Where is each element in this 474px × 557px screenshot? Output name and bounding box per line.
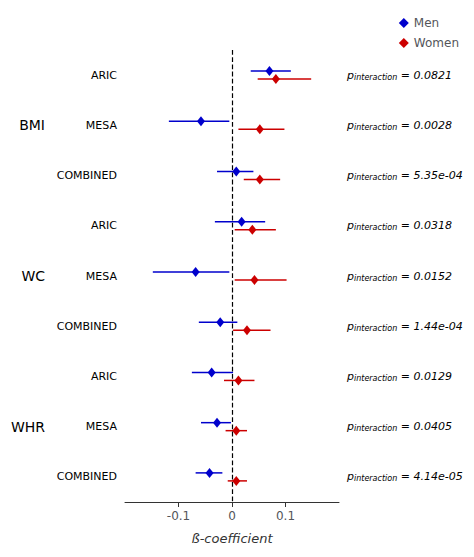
svg-text:= 4.14e-05: = 4.14e-05 [397,470,462,483]
svg-text:= 0.0821: = 0.0821 [397,69,452,82]
svg-text:= 0.0152: = 0.0152 [397,270,452,283]
svg-text:BMI: BMI [19,117,45,133]
svg-text:p: p [346,420,354,433]
svg-text:= 0.0405: = 0.0405 [397,420,452,433]
svg-text:interaction: interaction [354,223,397,232]
svg-text:COMBINED: COMBINED [57,470,117,483]
svg-text:p: p [346,270,354,283]
svg-text:p: p [346,119,354,132]
svg-text:WC: WC [21,268,45,284]
svg-text:interaction: interaction [354,424,397,433]
svg-text:ARIC: ARIC [91,370,117,383]
svg-text:COMBINED: COMBINED [57,169,117,182]
svg-text:interaction: interaction [354,173,397,182]
svg-text:= 1.44e-04: = 1.44e-04 [397,320,462,333]
svg-text:p: p [346,470,354,483]
svg-text:p: p [346,169,354,182]
svg-text:MESA: MESA [86,270,118,283]
svg-text:p: p [346,370,354,383]
svg-text:interaction: interaction [354,474,397,483]
svg-text:p: p [346,320,354,333]
svg-text:interaction: interaction [354,374,397,383]
svg-text:COMBINED: COMBINED [57,320,117,333]
svg-text:MESA: MESA [86,119,118,132]
svg-text:= 5.35e-04: = 5.35e-04 [397,169,462,182]
svg-text:ARIC: ARIC [91,69,117,82]
svg-text:WHR: WHR [11,419,45,435]
svg-text:p: p [346,69,354,82]
svg-text:p: p [346,219,354,232]
svg-text:MESA: MESA [86,420,118,433]
svg-text:ß-coefficient: ß-coefficient [191,531,273,546]
svg-text:0.1: 0.1 [276,509,295,523]
svg-text:-0.1: -0.1 [167,509,190,523]
svg-text:ARIC: ARIC [91,219,117,232]
svg-text:Men: Men [414,16,439,30]
svg-text:Women: Women [414,36,459,50]
svg-text:= 0.0028: = 0.0028 [397,119,452,132]
svg-text:interaction: interaction [354,73,397,82]
svg-text:= 0.0318: = 0.0318 [397,219,452,232]
svg-text:0: 0 [228,509,236,523]
svg-text:= 0.0129: = 0.0129 [397,370,452,383]
svg-text:interaction: interaction [354,324,397,333]
svg-text:interaction: interaction [354,274,397,283]
svg-text:interaction: interaction [354,123,397,132]
